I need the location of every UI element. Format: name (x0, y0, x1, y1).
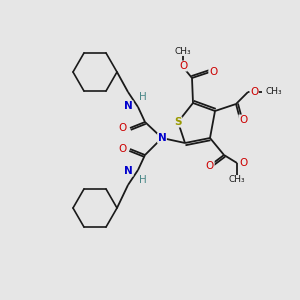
Text: O: O (250, 87, 258, 97)
Text: O: O (179, 61, 187, 71)
Text: CH₃: CH₃ (229, 176, 245, 184)
Text: H: H (139, 175, 147, 185)
Text: N: N (124, 166, 133, 176)
Text: CH₃: CH₃ (266, 88, 283, 97)
Text: O: O (119, 123, 127, 133)
Text: O: O (239, 115, 247, 125)
Text: O: O (119, 144, 127, 154)
Text: N: N (158, 133, 166, 143)
Text: O: O (206, 161, 214, 171)
Text: CH₃: CH₃ (175, 46, 191, 56)
Text: H: H (139, 92, 147, 102)
Text: S: S (174, 117, 182, 127)
Text: O: O (209, 67, 217, 77)
Text: O: O (239, 158, 247, 168)
Text: N: N (124, 101, 133, 111)
